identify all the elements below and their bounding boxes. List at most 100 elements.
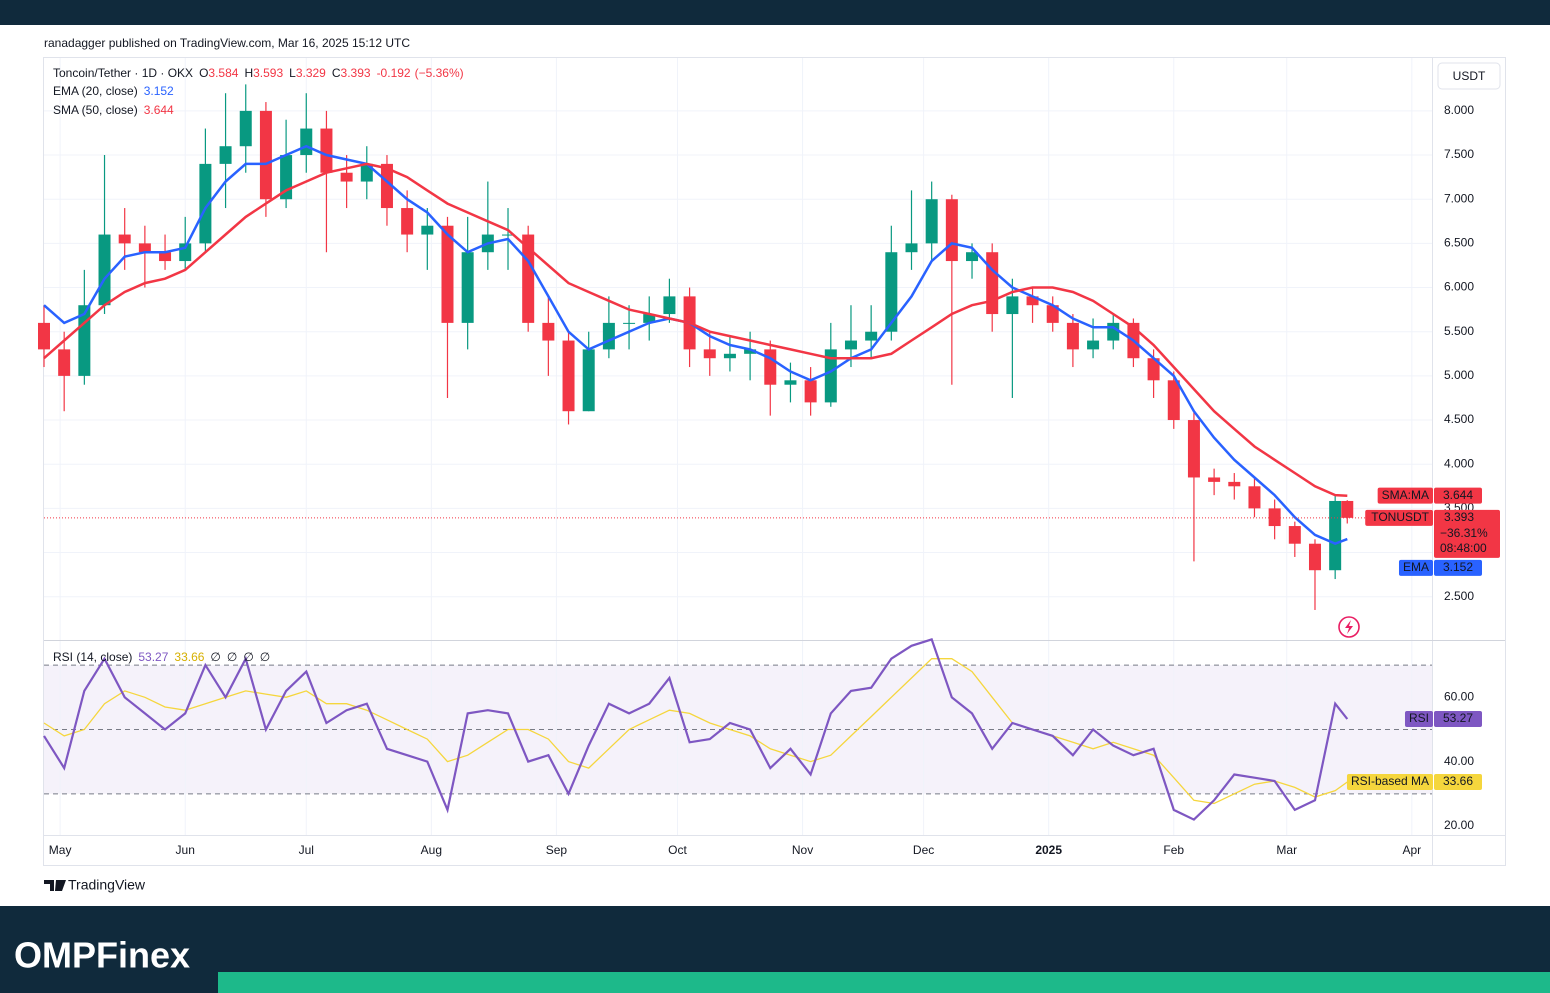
axis-badge-label: RSI [1409,711,1429,725]
x-tick-label: May [49,843,72,857]
candle-body [159,252,172,262]
candle-body [562,340,575,412]
x-tick-label: Oct [668,843,687,857]
event-bolt [1345,620,1353,634]
candle-body [663,296,676,315]
event-icon[interactable] [1338,616,1360,638]
axis-badge-value [1434,487,1482,504]
candle-body [1026,296,1039,306]
candle-body [401,208,414,235]
legend-item: ∅ [210,650,220,664]
candle-body [98,234,111,306]
legend-item: Toncoin/Tether · 1D · OKX [53,66,193,80]
rsi-line [43,638,1349,821]
candle-body [744,349,757,354]
x-tick-label: Aug [421,843,442,857]
axis-badge-label: RSI-based MA [1351,774,1429,788]
currency-label[interactable]: USDT [1453,69,1486,83]
x-tick-label: Jul [299,843,314,857]
currency-button[interactable] [1437,62,1501,90]
candle-body [582,349,595,412]
legend-item: RSI (14, close) [53,650,132,664]
legend-item: H [244,66,253,80]
candle-body [723,353,736,359]
rsi-tick-label: 40.00 [1444,754,1474,768]
axis-badge-value [1434,774,1482,791]
axis-badge-label: SMA:MA [1382,488,1429,502]
rsi-tick-label: 60.00 [1444,689,1474,703]
y-tick-label: 6.500 [1444,236,1474,250]
candle-body [885,252,898,332]
candle-body [925,199,938,244]
candle-body [764,349,777,385]
rsi-tick-label: 20.00 [1444,818,1474,832]
candle-body [502,234,515,236]
legend-item: 33.66 [174,650,204,664]
brand: OMPFinex [14,935,190,976]
legend-item: ∅ [243,650,253,664]
chart-frame [43,57,1506,866]
axis-badge-value-text: 3.644 [1443,488,1473,502]
price-badge-change: −36.31% [1440,526,1488,540]
legend-item: -0.192 [377,66,411,80]
plot-layer: May Jun Jul Aug Sep Oct Nov Dec 2025 Feb Mar Apr 2.5… [38,58,1500,857]
candle-body [1107,322,1120,341]
axis-badge-label-bg [1377,487,1433,504]
x-tick-label: Mar [1276,843,1297,857]
x-tick-label: Apr [1402,843,1421,857]
x-tick-label: Dec [913,843,934,857]
candle-body [804,380,817,403]
candle-body [623,322,636,324]
legend-item: SMA (50, close) [53,103,138,117]
candle-body [542,322,555,341]
legend-item: ∅ [227,650,237,664]
axis-badge-label: EMA [1403,560,1429,574]
candle-body [602,322,615,350]
candle-body [1167,380,1180,421]
candle-body [1147,358,1160,381]
y-tick-label: 8.000 [1444,103,1474,117]
tv-logo-text: TradingView [68,877,146,893]
candle-body [259,110,272,200]
axis-badge-label-bg [1346,774,1433,791]
axis-badge-label-bg [1398,559,1433,576]
candle-body [1006,296,1019,315]
y-tick-label: 5.500 [1444,324,1474,338]
legend-item: 3.152 [144,84,174,98]
legend-item: 3.329 [296,66,326,80]
candle-body [865,331,878,341]
candle-body [966,252,979,262]
y-tick-label: 5.000 [1444,368,1474,382]
legend-item: ∅ [260,650,270,664]
price-badge-countdown: 08:48:00 [1440,541,1487,555]
legend-item: L [289,66,296,80]
indicator-line [43,144,1348,546]
candle-body [38,322,50,350]
y-tick-label: 7.000 [1444,191,1474,205]
candle-body [1308,543,1321,571]
top-bar [0,0,1550,25]
legend-item: 3.593 [253,66,283,80]
candle-body [138,243,151,253]
candle-body [986,252,999,315]
candle-body [1268,508,1281,527]
candle-body [300,128,313,156]
axis-badge-value [1434,710,1482,727]
candle-body [58,349,71,376]
legend-row: Toncoin/Tether · 1D · OKX O3.584 H3.593 L3.… [53,66,464,80]
candle-body [239,110,252,147]
candle-body [824,349,837,403]
published-note: ranadagger published on TradingView.com,… [44,36,410,50]
candle-body [703,349,716,359]
candle-body [1046,305,1059,323]
legend-item: C [332,66,341,80]
candle-body [1066,322,1079,350]
legend-item: O [199,66,208,80]
price-badge-value: 3.393 [1444,510,1474,524]
legend-item: 53.27 [138,650,168,664]
candle-body [1248,486,1261,509]
axis-badge-value-text: 53.27 [1443,711,1473,725]
candle-body [441,225,454,323]
